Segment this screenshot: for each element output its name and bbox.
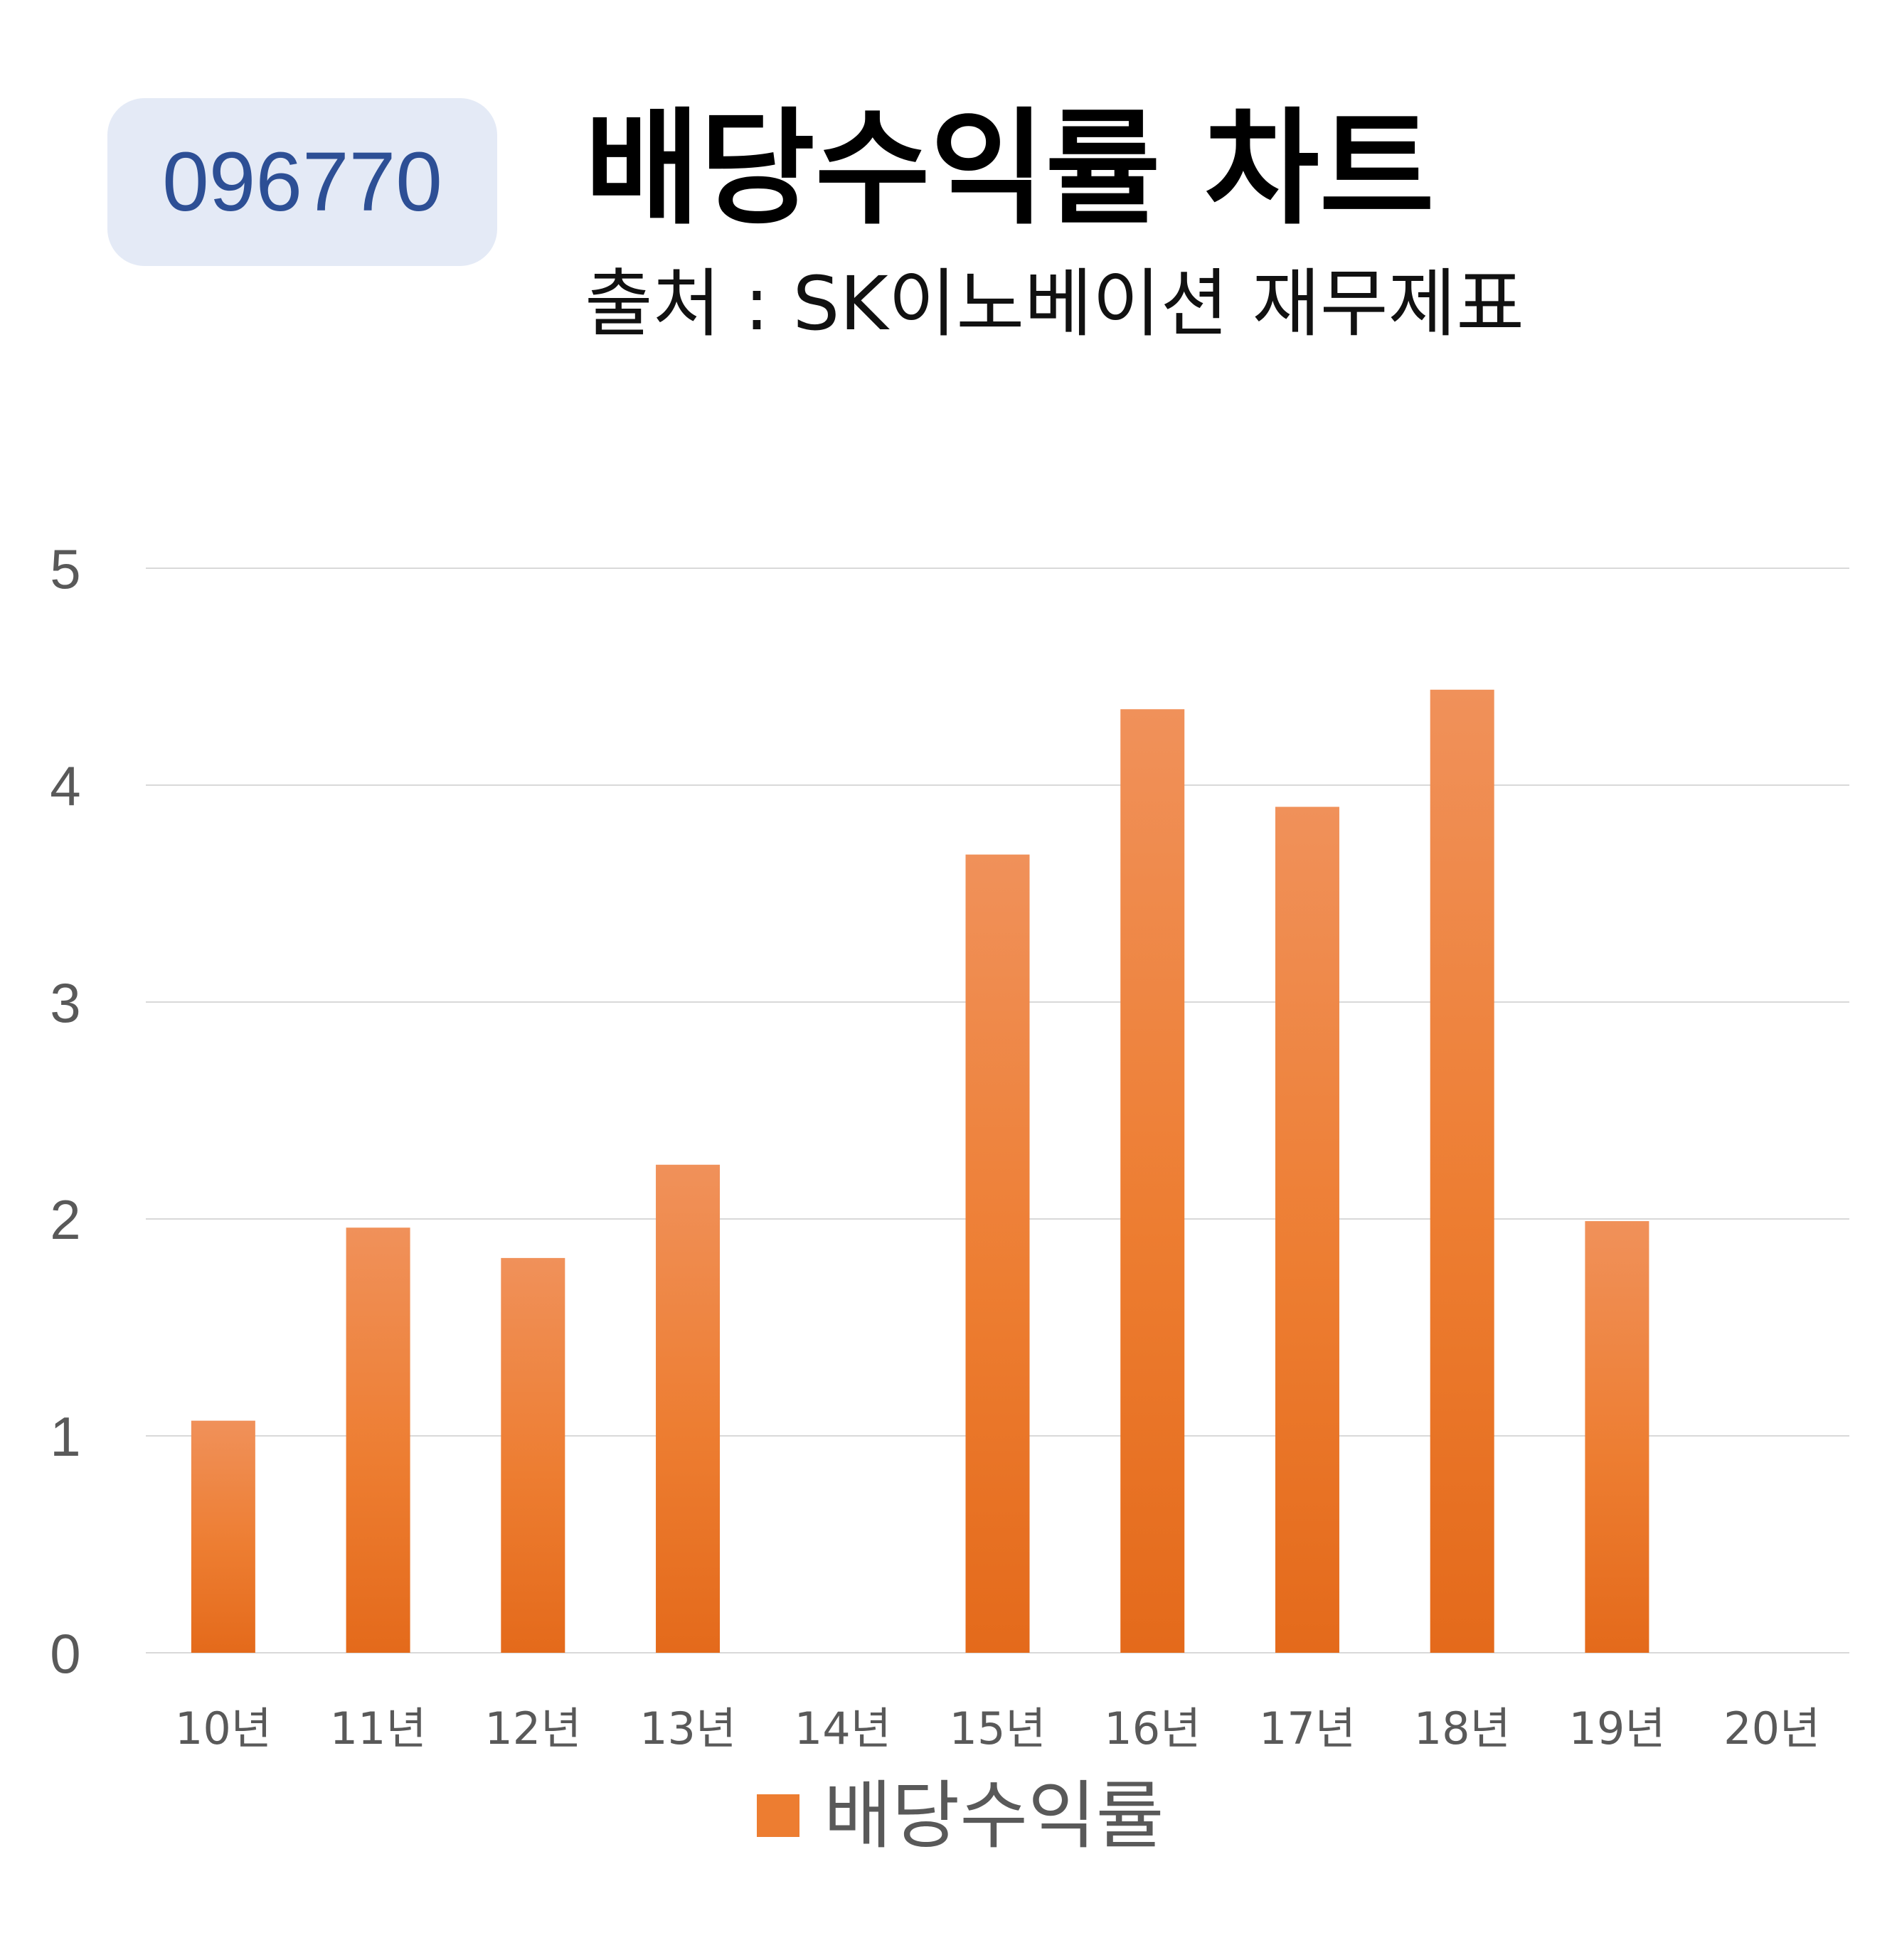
x-tick-label: 15년: [950, 1703, 1046, 1754]
bar: [1585, 1221, 1649, 1653]
x-tick-label: 14년: [795, 1703, 891, 1754]
bar: [191, 1420, 255, 1653]
x-tick-label: 12년: [484, 1703, 581, 1754]
x-tick-label: 17년: [1259, 1703, 1356, 1754]
bar: [1275, 806, 1339, 1653]
bar: [656, 1164, 721, 1653]
bar: [1120, 709, 1185, 1653]
x-tick-label: 20년: [1723, 1703, 1820, 1754]
legend-label: 배당수익률: [824, 1772, 1164, 1859]
x-tick-label: 19년: [1568, 1703, 1665, 1754]
bar: [1430, 689, 1494, 1653]
y-tick-label: 2: [50, 1188, 80, 1251]
x-tick-label: 18년: [1414, 1703, 1511, 1754]
y-tick-label: 4: [50, 755, 80, 817]
chart-title: 배당수익률 차트: [585, 96, 1435, 242]
chart-legend: 배당수익률: [757, 1769, 1164, 1862]
y-tick-label: 0: [50, 1622, 80, 1685]
stock-code-badge: 096770: [107, 98, 497, 266]
x-tick-label: 13년: [639, 1703, 736, 1754]
x-tick-label: 16년: [1104, 1703, 1201, 1754]
stock-code: 096770: [162, 135, 442, 229]
legend-swatch: [757, 1794, 799, 1837]
bar: [965, 854, 1030, 1653]
x-tick-label: 10년: [175, 1703, 272, 1754]
y-tick-label: 5: [50, 538, 80, 600]
bar: [501, 1257, 565, 1653]
chart-subtitle: 출처 : SK이노베이션 재무제표: [585, 260, 1524, 347]
x-tick-label: 11년: [330, 1703, 427, 1754]
bar: [346, 1227, 410, 1653]
y-tick-label: 1: [50, 1405, 80, 1468]
y-tick-label: 3: [50, 971, 80, 1034]
